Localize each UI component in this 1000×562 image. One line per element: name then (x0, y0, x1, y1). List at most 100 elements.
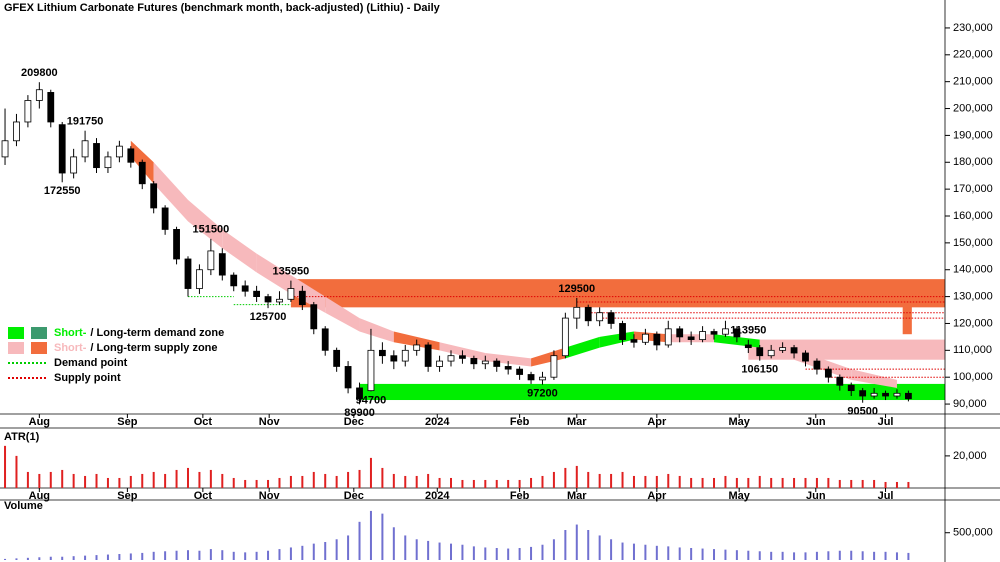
volume-bar (221, 550, 224, 560)
trend-band (256, 253, 291, 294)
candle-body (641, 333, 649, 343)
x-tick-label: Jul (878, 416, 894, 428)
price-annotation: 172550 (44, 185, 81, 197)
candle-body (287, 288, 295, 300)
candle-body (81, 140, 89, 158)
candle-body (241, 285, 249, 292)
atr-bar (301, 475, 304, 488)
volume-bar (164, 551, 167, 560)
candle-body (173, 229, 180, 260)
candle-body (596, 312, 604, 322)
atr-bar (850, 479, 853, 488)
volume-bar (678, 547, 681, 560)
legend-label: Demand point (54, 357, 128, 369)
volume-bar (747, 550, 750, 560)
volume-bar (129, 553, 132, 560)
volume-bar (106, 554, 109, 560)
atr-bar (278, 477, 281, 488)
candle-body (1, 140, 9, 158)
atr-bar (404, 475, 407, 488)
volume-bar (152, 551, 155, 560)
atr-bar (358, 469, 361, 488)
volume-bar (186, 550, 189, 560)
legend-swatch (8, 342, 24, 354)
candle-body (470, 357, 478, 365)
candle-body (676, 328, 684, 338)
candle-body (264, 296, 272, 303)
atr-bar (621, 471, 624, 488)
price-annotation: 113950 (730, 325, 766, 337)
price-annotation: 106150 (741, 364, 778, 376)
atr-bar (84, 475, 87, 488)
candle-body (653, 333, 661, 346)
atr-bar (758, 475, 761, 488)
atr-bar (724, 475, 727, 488)
candle-body (722, 328, 729, 335)
legend-swatch (8, 327, 24, 339)
candle-body (905, 392, 912, 400)
candle-body (619, 323, 626, 340)
x-tick-label: Apr (647, 490, 667, 502)
x-tick-label: Oct (194, 416, 213, 428)
candle-body (859, 390, 867, 397)
atr-bar (907, 481, 910, 488)
volume-bar (575, 524, 578, 560)
atr-bar (884, 481, 887, 488)
volume-bar (895, 552, 898, 560)
candle-body (161, 207, 169, 230)
volume-bar (232, 551, 235, 560)
candle-body (504, 366, 512, 370)
atr-bar (827, 477, 830, 488)
atr-bar (552, 471, 555, 488)
x-tick-label: Dec (344, 416, 364, 428)
volume-bar (141, 552, 144, 560)
volume-bar (884, 551, 887, 560)
candle-body (813, 360, 821, 370)
candle-body (687, 336, 695, 340)
atr-bar (518, 479, 521, 488)
x-tick-label: 2024 (425, 490, 450, 502)
x-tick-label: Mar (567, 490, 587, 502)
trend-band (485, 353, 532, 367)
x-tick-label: Feb (510, 490, 530, 502)
atr-bar (335, 475, 338, 488)
atr-bar (873, 479, 876, 488)
candle-body (459, 355, 466, 359)
atr-bar (450, 477, 453, 488)
candle-body (104, 156, 112, 169)
atr-bar (747, 477, 750, 488)
y-tick-label: 120,000 (953, 317, 993, 329)
volume-bar (827, 551, 830, 560)
atr-bar (381, 467, 384, 488)
volume-bar (552, 539, 555, 560)
candle-body (527, 374, 535, 381)
atr-bar (530, 477, 533, 488)
volume-bar (461, 544, 464, 560)
volume-bar (381, 513, 384, 560)
candle-body (344, 366, 352, 389)
atr-bar (209, 469, 212, 488)
candle-body (378, 349, 386, 357)
volume-bar (427, 540, 430, 560)
atr-bar (129, 475, 132, 488)
volume-bar (815, 551, 818, 560)
volume-bar (850, 550, 853, 560)
candle-body (196, 269, 203, 289)
candle-body (436, 360, 443, 367)
volume-bar (175, 550, 178, 560)
trend-band (187, 199, 223, 249)
volume-bar (72, 556, 75, 560)
candle-body (493, 360, 501, 367)
atr-bar (861, 479, 864, 488)
candle-body (539, 376, 546, 381)
candle-body (756, 347, 764, 357)
atr-bar (793, 477, 796, 488)
candle-body (699, 331, 706, 340)
candle-body (333, 349, 341, 367)
price-annotation: 209800 (21, 67, 58, 79)
volume-bar (735, 550, 738, 560)
trend-band (359, 318, 394, 343)
candle-body (413, 344, 421, 351)
candle-body (733, 328, 741, 338)
volume-bar (484, 547, 487, 560)
